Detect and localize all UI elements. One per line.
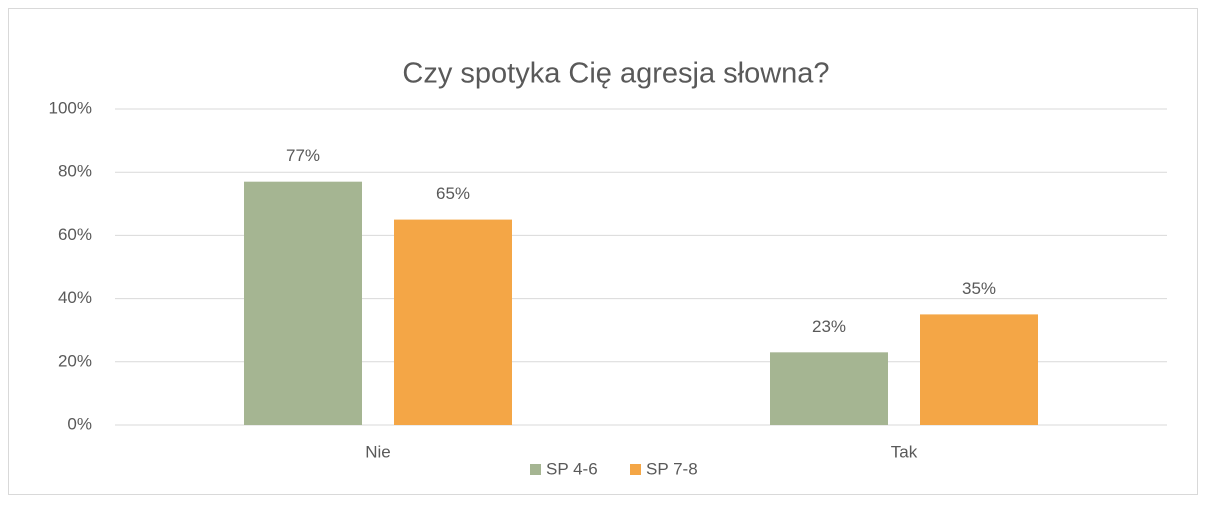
data-label: 65% bbox=[436, 184, 470, 203]
y-tick-label: 100% bbox=[49, 98, 92, 117]
x-tick-label: Nie bbox=[365, 442, 391, 461]
bar bbox=[394, 219, 512, 425]
legend-label: SP 7-8 bbox=[646, 459, 698, 478]
data-label: 35% bbox=[962, 279, 996, 298]
legend-label: SP 4-6 bbox=[546, 459, 598, 478]
bar bbox=[770, 352, 888, 425]
chart-title: Czy spotyka Cię agresja słowna? bbox=[402, 58, 829, 90]
legend-swatch bbox=[630, 464, 641, 475]
x-tick-label: Tak bbox=[891, 442, 918, 461]
y-tick-label: 20% bbox=[58, 351, 92, 370]
bar bbox=[920, 314, 1038, 425]
bar bbox=[244, 181, 362, 425]
data-label: 77% bbox=[286, 146, 320, 165]
y-tick-label: 60% bbox=[58, 225, 92, 244]
legend-swatch bbox=[530, 464, 541, 475]
y-tick-label: 80% bbox=[58, 162, 92, 181]
y-tick-label: 0% bbox=[67, 414, 92, 433]
y-tick-label: 40% bbox=[58, 288, 92, 307]
data-label: 23% bbox=[812, 317, 846, 336]
